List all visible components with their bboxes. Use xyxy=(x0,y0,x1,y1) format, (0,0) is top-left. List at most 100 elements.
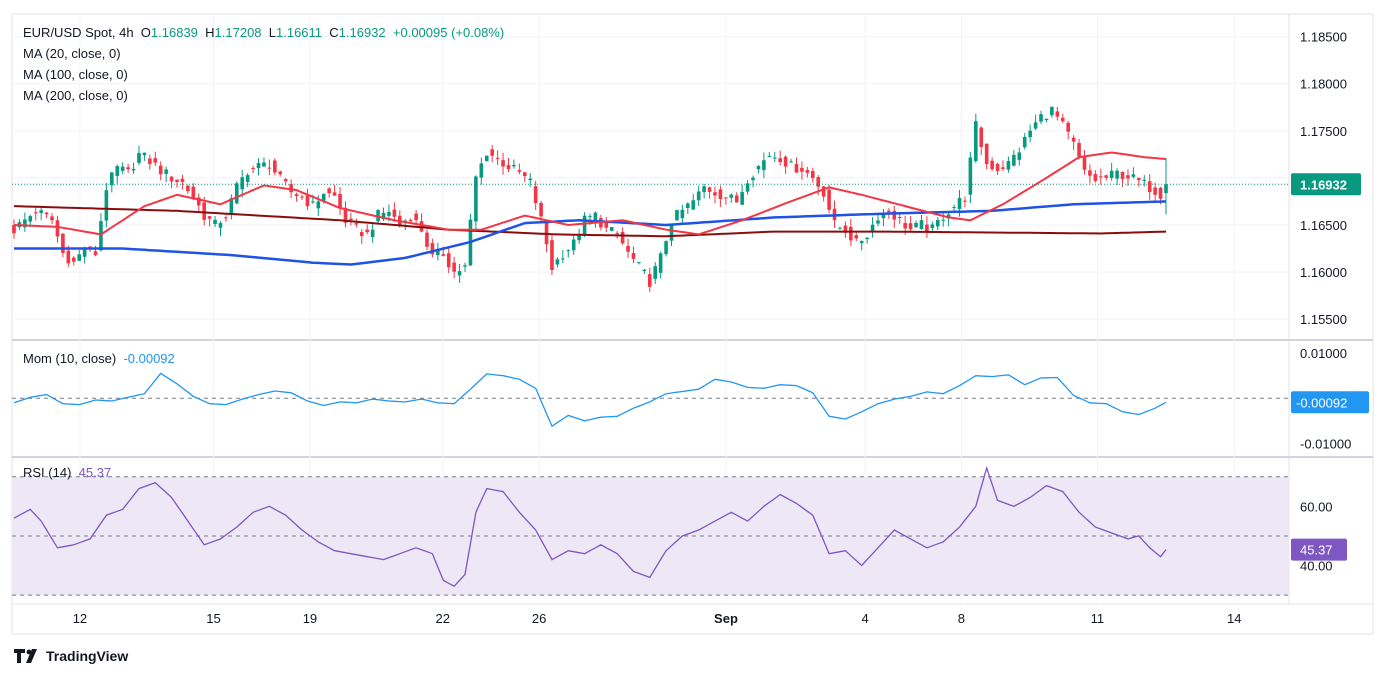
candle-body xyxy=(930,224,935,228)
candle-body xyxy=(207,216,212,219)
candle-body xyxy=(1044,118,1049,121)
candle-body xyxy=(957,197,962,210)
momentum-legend[interactable]: Mom (10, close) -0.00092 xyxy=(23,351,175,366)
candle-body xyxy=(1158,187,1163,199)
close-value: 1.16932 xyxy=(338,25,386,40)
ma200-legend[interactable]: MA (200, close, 0) xyxy=(23,88,128,103)
candle-body xyxy=(256,163,261,169)
candle-body xyxy=(935,219,940,227)
candle-body xyxy=(137,152,141,163)
candle-body xyxy=(702,186,706,193)
price-tick-label: 1.18500 xyxy=(1300,30,1347,45)
candle-body xyxy=(240,177,245,190)
candle-body xyxy=(474,176,478,222)
candle-body xyxy=(800,167,804,172)
rsi-tick-label: 40.00 xyxy=(1300,559,1333,574)
low-label: L xyxy=(268,25,276,40)
candle-body xyxy=(245,175,250,183)
candle-body xyxy=(71,257,76,262)
candle-body xyxy=(343,207,348,223)
candle-body xyxy=(963,200,967,202)
candle-body xyxy=(457,271,462,276)
candle-body xyxy=(495,157,500,159)
candle-body xyxy=(854,235,859,239)
symbol-label[interactable]: EUR/USD Spot, 4h xyxy=(23,25,134,40)
time-tick-label: 12 xyxy=(73,611,87,626)
candle-body xyxy=(169,176,174,182)
candle-body xyxy=(897,216,902,218)
candle-body xyxy=(1017,152,1022,160)
candle-body xyxy=(675,209,679,221)
candle-body xyxy=(604,220,609,228)
candle-body xyxy=(512,164,516,167)
candle-body xyxy=(1050,106,1054,116)
candle-body xyxy=(354,223,359,225)
time-tick-label: 4 xyxy=(862,611,869,626)
last-price-badge xyxy=(1291,173,1361,196)
candle-body xyxy=(267,167,272,169)
candle-body xyxy=(762,160,766,171)
rsi-label: RSI (14) xyxy=(23,465,72,480)
candle-body xyxy=(740,192,744,205)
candle-body xyxy=(278,171,283,175)
candle-body xyxy=(1060,117,1065,122)
candle-body xyxy=(783,156,788,167)
candle-body xyxy=(892,210,897,220)
candle-body xyxy=(218,223,223,228)
candle-body xyxy=(1055,111,1060,117)
candle-body xyxy=(289,184,293,193)
candle-body xyxy=(294,194,299,197)
main-legend: EUR/USD Spot, 4h O1.16839 H1.17208 L1.16… xyxy=(23,25,504,40)
price-tick-label: 1.18000 xyxy=(1300,77,1347,92)
time-tick-label: 19 xyxy=(303,611,317,626)
candle-body xyxy=(767,155,772,157)
candle-body xyxy=(707,187,712,192)
rsi-legend[interactable]: RSI (14) 45.37 xyxy=(23,465,111,480)
candle-body xyxy=(142,152,147,156)
candle-body xyxy=(77,254,82,261)
price-tick-label: 1.16000 xyxy=(1300,265,1347,280)
candle-body xyxy=(381,212,386,220)
last-price-label: 1.16932 xyxy=(1300,177,1347,192)
candle-body xyxy=(61,233,65,253)
candle-body xyxy=(734,195,739,203)
candle-body xyxy=(876,220,880,224)
candle-body xyxy=(1153,187,1157,195)
candle-body xyxy=(561,258,565,260)
candle-body xyxy=(517,170,522,172)
candle-body xyxy=(425,232,429,247)
ma100-legend[interactable]: MA (100, close, 0) xyxy=(23,67,128,82)
candle-body xyxy=(1077,142,1081,157)
tradingview-logo[interactable]: TradingView xyxy=(14,648,128,664)
candle-body xyxy=(1006,161,1011,170)
candle-body xyxy=(1115,170,1119,179)
time-tick-label: 15 xyxy=(206,611,220,626)
candle-body xyxy=(887,210,891,213)
candle-body xyxy=(686,203,690,209)
candle-body xyxy=(88,246,92,248)
time-tick-label: 8 xyxy=(958,611,965,626)
candle-body xyxy=(745,183,750,192)
candle-body xyxy=(28,216,33,222)
candle-body xyxy=(1028,130,1032,138)
high-label: H xyxy=(205,25,215,40)
candle-body xyxy=(838,227,842,229)
candle-body xyxy=(827,189,831,210)
momentum-line xyxy=(13,372,1167,428)
candle-body xyxy=(718,189,723,200)
candle-body xyxy=(110,172,114,186)
candle-body xyxy=(213,219,217,225)
candle-body xyxy=(175,179,179,183)
candle-body xyxy=(126,167,130,170)
candle-body xyxy=(1093,174,1098,181)
candle-body xyxy=(968,157,973,195)
candle-body xyxy=(283,179,288,182)
candle-body xyxy=(501,160,505,167)
candle-body xyxy=(463,265,467,267)
candle-body xyxy=(300,196,304,198)
candle-body xyxy=(849,226,853,241)
ma20-legend[interactable]: MA (20, close, 0) xyxy=(23,46,121,61)
candle-body xyxy=(865,237,869,240)
rsi-tick-label: 60.00 xyxy=(1300,499,1333,514)
